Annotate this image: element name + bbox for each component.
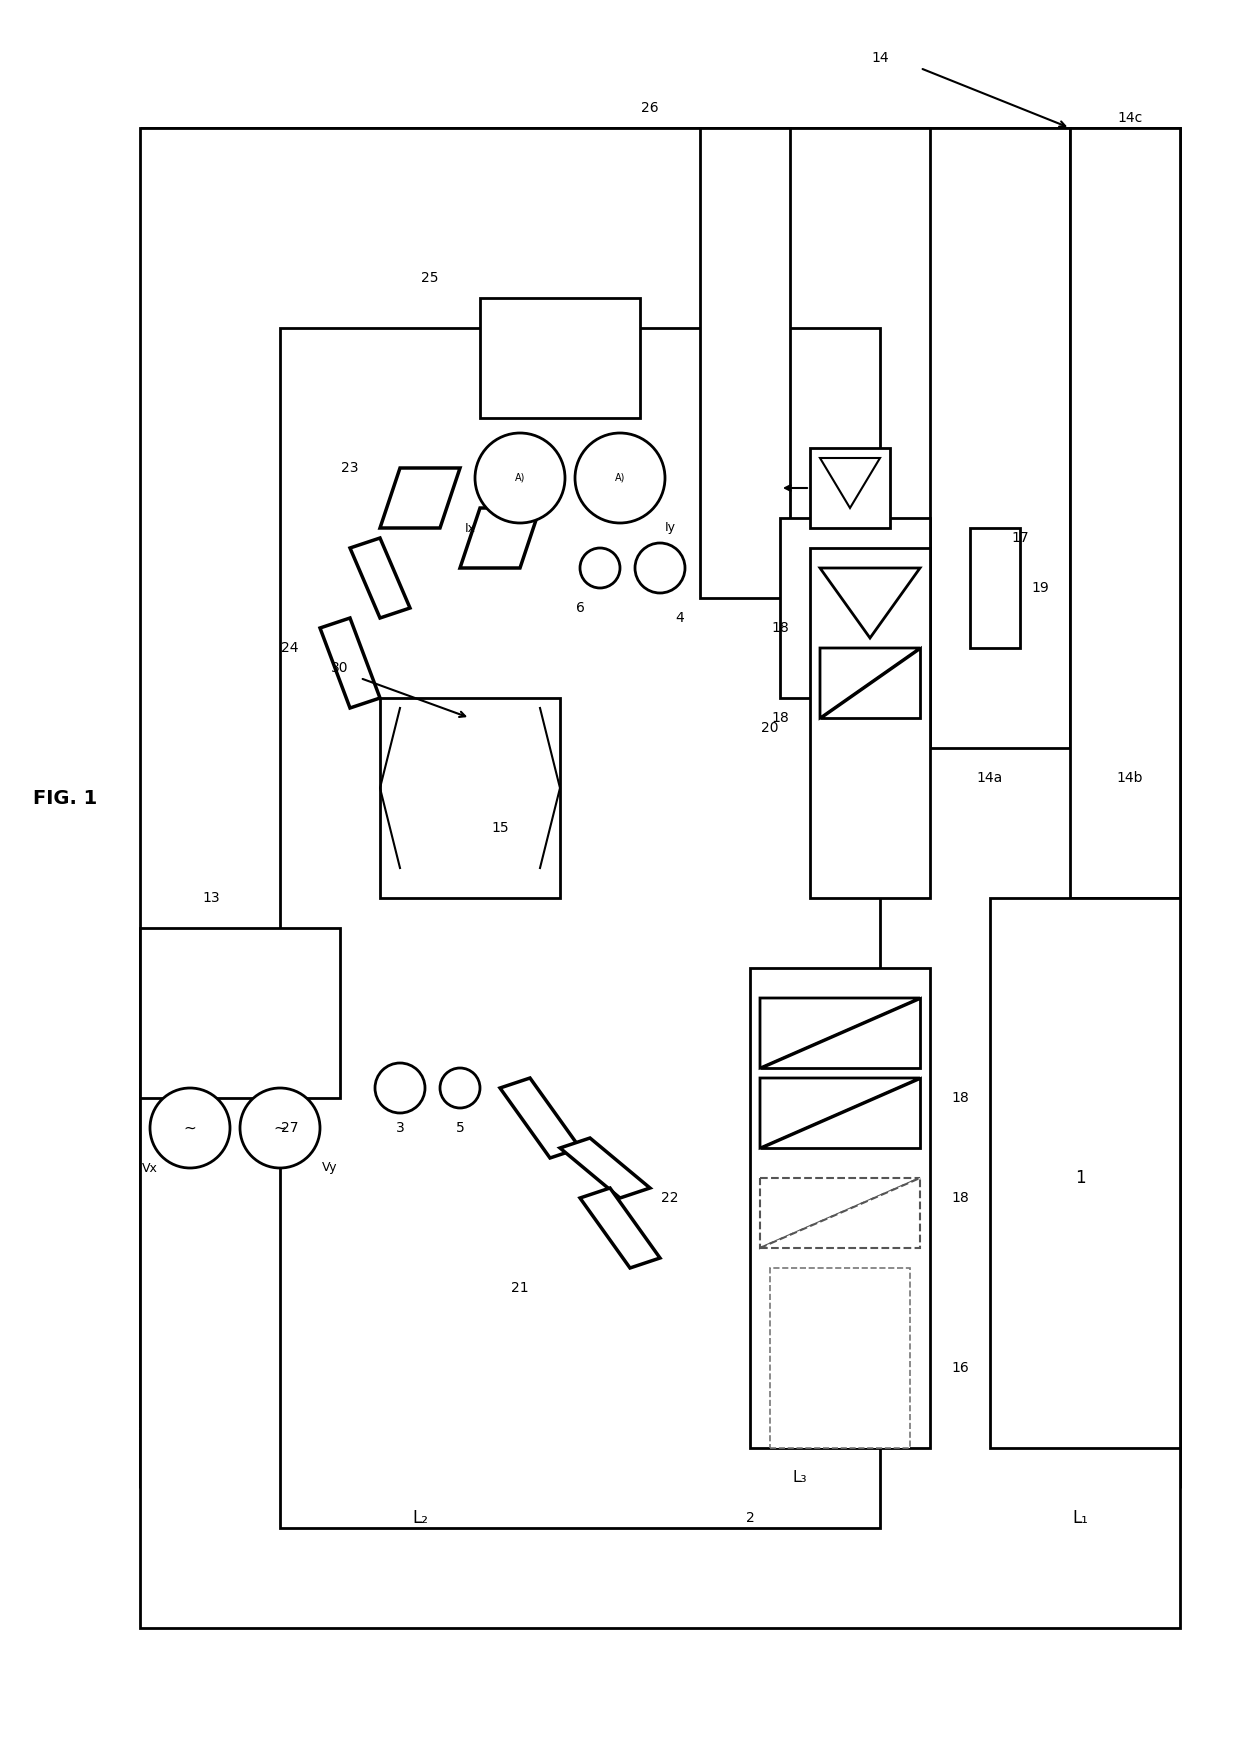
Text: L₃: L₃: [792, 1470, 807, 1486]
Text: 23: 23: [341, 461, 358, 475]
Text: Iy: Iy: [665, 521, 676, 535]
Text: 26: 26: [641, 101, 658, 115]
Text: 30: 30: [331, 661, 348, 675]
Text: 27: 27: [281, 1120, 299, 1134]
Text: 18: 18: [951, 1091, 968, 1105]
Bar: [780, 517, 930, 697]
Text: Vx: Vx: [143, 1161, 157, 1175]
Text: ~: ~: [184, 1120, 196, 1136]
Polygon shape: [760, 1178, 920, 1248]
Bar: [379, 697, 560, 898]
Text: Ix: Ix: [465, 521, 475, 535]
Text: A): A): [615, 474, 625, 482]
Circle shape: [241, 1087, 320, 1168]
Polygon shape: [379, 468, 460, 528]
Bar: [990, 898, 1180, 1447]
Text: 14a: 14a: [977, 771, 1003, 785]
Polygon shape: [350, 538, 410, 619]
Text: 13: 13: [202, 891, 219, 905]
Text: 22: 22: [661, 1190, 678, 1204]
Text: L₁: L₁: [1073, 1509, 1087, 1528]
Text: FIG. 1: FIG. 1: [33, 788, 97, 808]
Bar: [750, 968, 930, 1447]
Circle shape: [374, 1063, 425, 1113]
Text: 16: 16: [951, 1362, 968, 1376]
Text: 19: 19: [1032, 580, 1049, 594]
Polygon shape: [760, 998, 920, 1068]
Text: 15: 15: [491, 822, 508, 836]
Polygon shape: [580, 1189, 660, 1267]
Text: 5: 5: [455, 1120, 464, 1134]
Polygon shape: [500, 1079, 580, 1157]
Bar: [930, 128, 1070, 748]
Polygon shape: [760, 1079, 920, 1148]
Polygon shape: [460, 509, 539, 568]
Text: 3: 3: [396, 1120, 404, 1134]
Bar: [280, 329, 880, 1528]
Polygon shape: [820, 649, 920, 718]
Polygon shape: [820, 649, 920, 718]
Bar: [970, 528, 1021, 649]
Polygon shape: [760, 998, 920, 1068]
Circle shape: [580, 549, 620, 587]
Circle shape: [635, 544, 684, 593]
Bar: [810, 447, 890, 528]
Text: 25: 25: [422, 271, 439, 285]
Text: A): A): [515, 474, 526, 482]
Text: 20: 20: [761, 720, 779, 734]
Polygon shape: [820, 568, 920, 638]
Polygon shape: [820, 458, 880, 509]
Circle shape: [150, 1087, 229, 1168]
Circle shape: [575, 434, 665, 523]
Bar: [701, 128, 790, 598]
Bar: [1070, 128, 1180, 898]
Polygon shape: [560, 1138, 650, 1197]
Text: 14: 14: [872, 51, 889, 65]
Text: 24: 24: [281, 642, 299, 656]
Text: ~: ~: [274, 1120, 286, 1136]
Text: 18: 18: [951, 1190, 968, 1204]
Text: 4: 4: [676, 612, 684, 626]
Bar: [770, 1267, 910, 1447]
Text: 21: 21: [511, 1281, 528, 1295]
Bar: [810, 549, 930, 898]
Text: 17: 17: [1011, 531, 1029, 545]
Text: 1: 1: [1075, 1169, 1085, 1187]
Polygon shape: [760, 1178, 920, 1248]
Text: Vy: Vy: [322, 1161, 337, 1175]
Bar: [140, 128, 1180, 1627]
Text: 2: 2: [745, 1510, 754, 1524]
Circle shape: [475, 434, 565, 523]
Text: 14c: 14c: [1117, 112, 1142, 126]
Circle shape: [440, 1068, 480, 1108]
Text: 18: 18: [771, 621, 789, 635]
Text: 6: 6: [575, 601, 584, 615]
Polygon shape: [760, 1079, 920, 1148]
Bar: [480, 297, 640, 418]
Text: 14b: 14b: [1117, 771, 1143, 785]
Polygon shape: [320, 619, 379, 708]
Text: 18: 18: [771, 711, 789, 725]
Text: L₂: L₂: [412, 1509, 428, 1528]
Bar: [140, 928, 340, 1098]
